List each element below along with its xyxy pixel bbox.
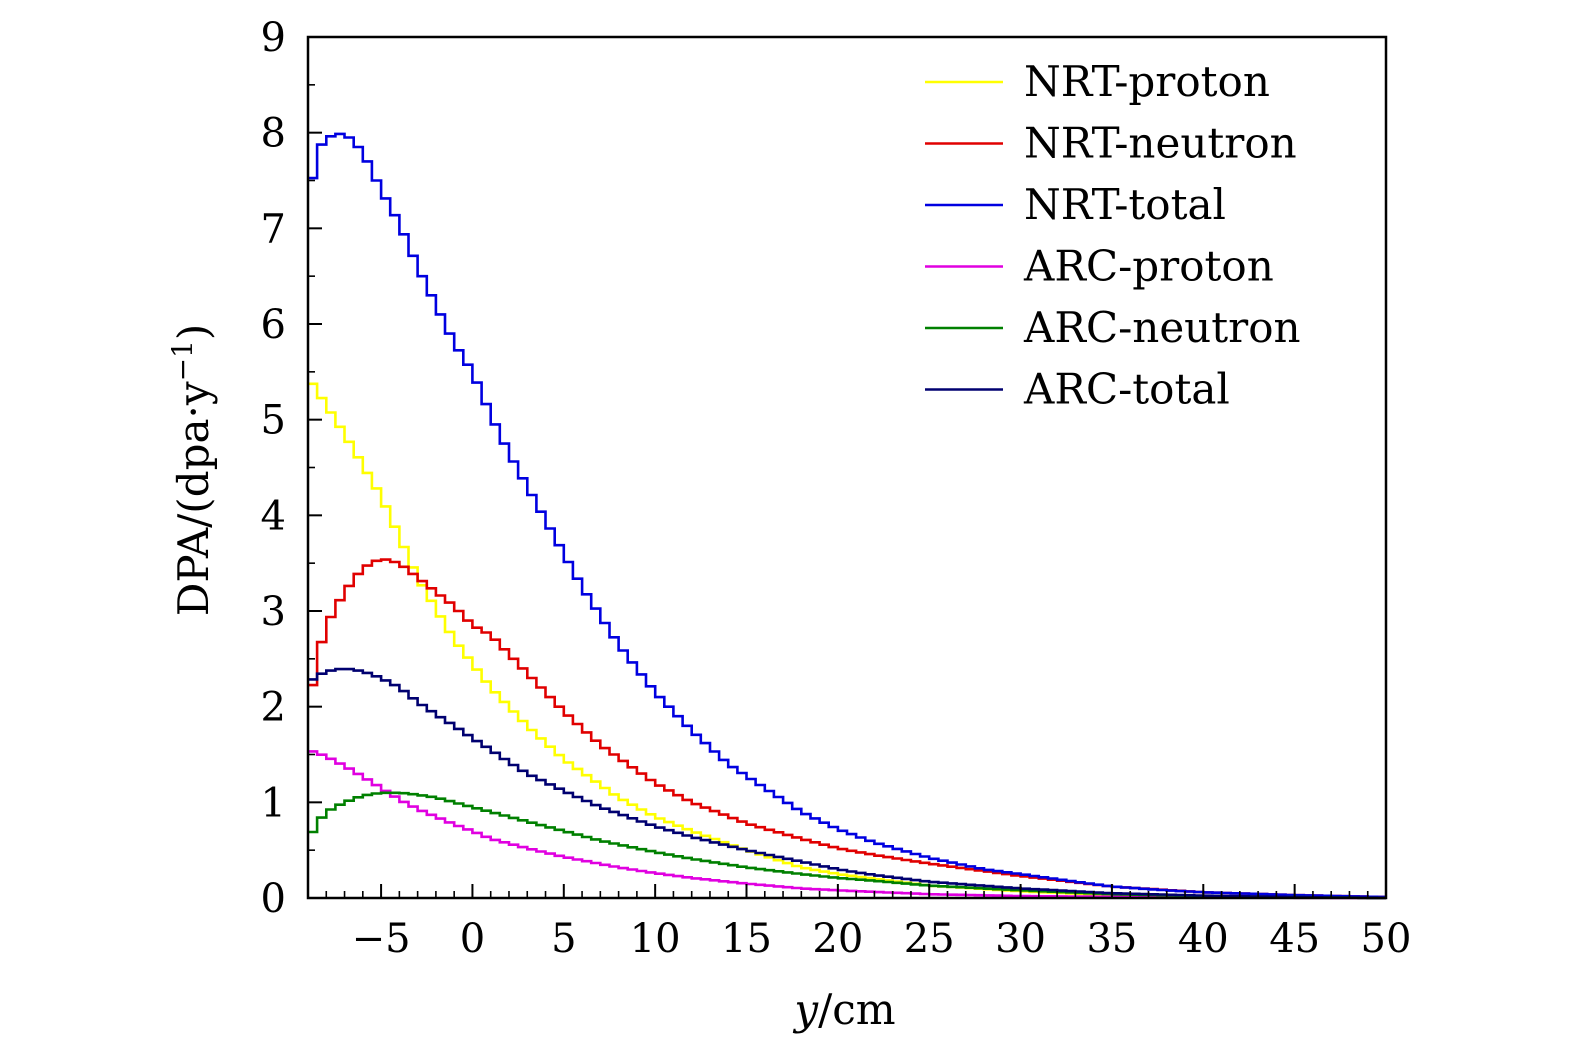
series-NRT-neutron [308, 558, 1386, 899]
legend-label: ARC-neutron [1023, 303, 1301, 352]
x-tick-labels: −5 0 5 10 15 20 25 30 35 40 45 50 [352, 916, 1412, 962]
x-tick-label: 0 [460, 916, 485, 962]
y-tick-label: 4 [261, 493, 286, 539]
x-tick-label: 30 [995, 916, 1046, 962]
x-tick-label: 40 [1178, 916, 1229, 962]
y-tick-label: 5 [261, 398, 286, 444]
y-axis-main: DPA/(dpa·y [169, 381, 218, 616]
x-tick-label: 20 [812, 916, 863, 962]
y-tick-label: 2 [261, 685, 286, 731]
x-tick-label: 45 [1269, 916, 1320, 962]
x-axis-title: y/cm [792, 985, 895, 1034]
x-tick-label: −5 [352, 916, 411, 962]
y-tick-labels: 0 1 2 3 4 5 6 7 8 9 [261, 15, 286, 922]
series-ARC-total [308, 667, 1386, 900]
x-tick-label: 35 [1086, 916, 1137, 962]
legend-label: NRT-neutron [1024, 119, 1297, 168]
legend-label: ARC-total [1023, 365, 1230, 414]
legend-label: NRT-total [1024, 180, 1226, 229]
x-tick-label: 15 [721, 916, 772, 962]
y-tick-label: 7 [261, 206, 286, 252]
x-tick-label: 10 [630, 916, 681, 962]
y-tick-label: 1 [261, 780, 286, 826]
y-tick-label: 0 [261, 876, 286, 922]
legend-label: ARC-proton [1023, 242, 1274, 291]
series-ARC-neutron [308, 791, 1386, 900]
x-tick-label: 50 [1361, 916, 1412, 962]
y-tick-label: 8 [261, 111, 286, 157]
y-axis-close: ) [169, 324, 218, 340]
y-tick-label: 3 [261, 589, 286, 635]
legend-label: NRT-proton [1024, 57, 1270, 106]
x-axis-unit: /cm [818, 985, 896, 1034]
y-tick-label: 6 [261, 302, 286, 348]
x-axis-var: y [792, 985, 819, 1034]
plot-frame [306, 35, 1388, 900]
series-NRT-proton [308, 382, 1386, 900]
x-tick-label: 5 [551, 916, 576, 962]
y-tick-label: 9 [261, 15, 286, 61]
y-axis-sup: −1 [166, 340, 199, 381]
y-axis-title: DPA/(dpa·y−1) [166, 324, 218, 617]
legend: NRT-proton NRT-neutron NRT-total ARC-proton… [925, 57, 1301, 414]
x-tick-label: 25 [904, 916, 955, 962]
